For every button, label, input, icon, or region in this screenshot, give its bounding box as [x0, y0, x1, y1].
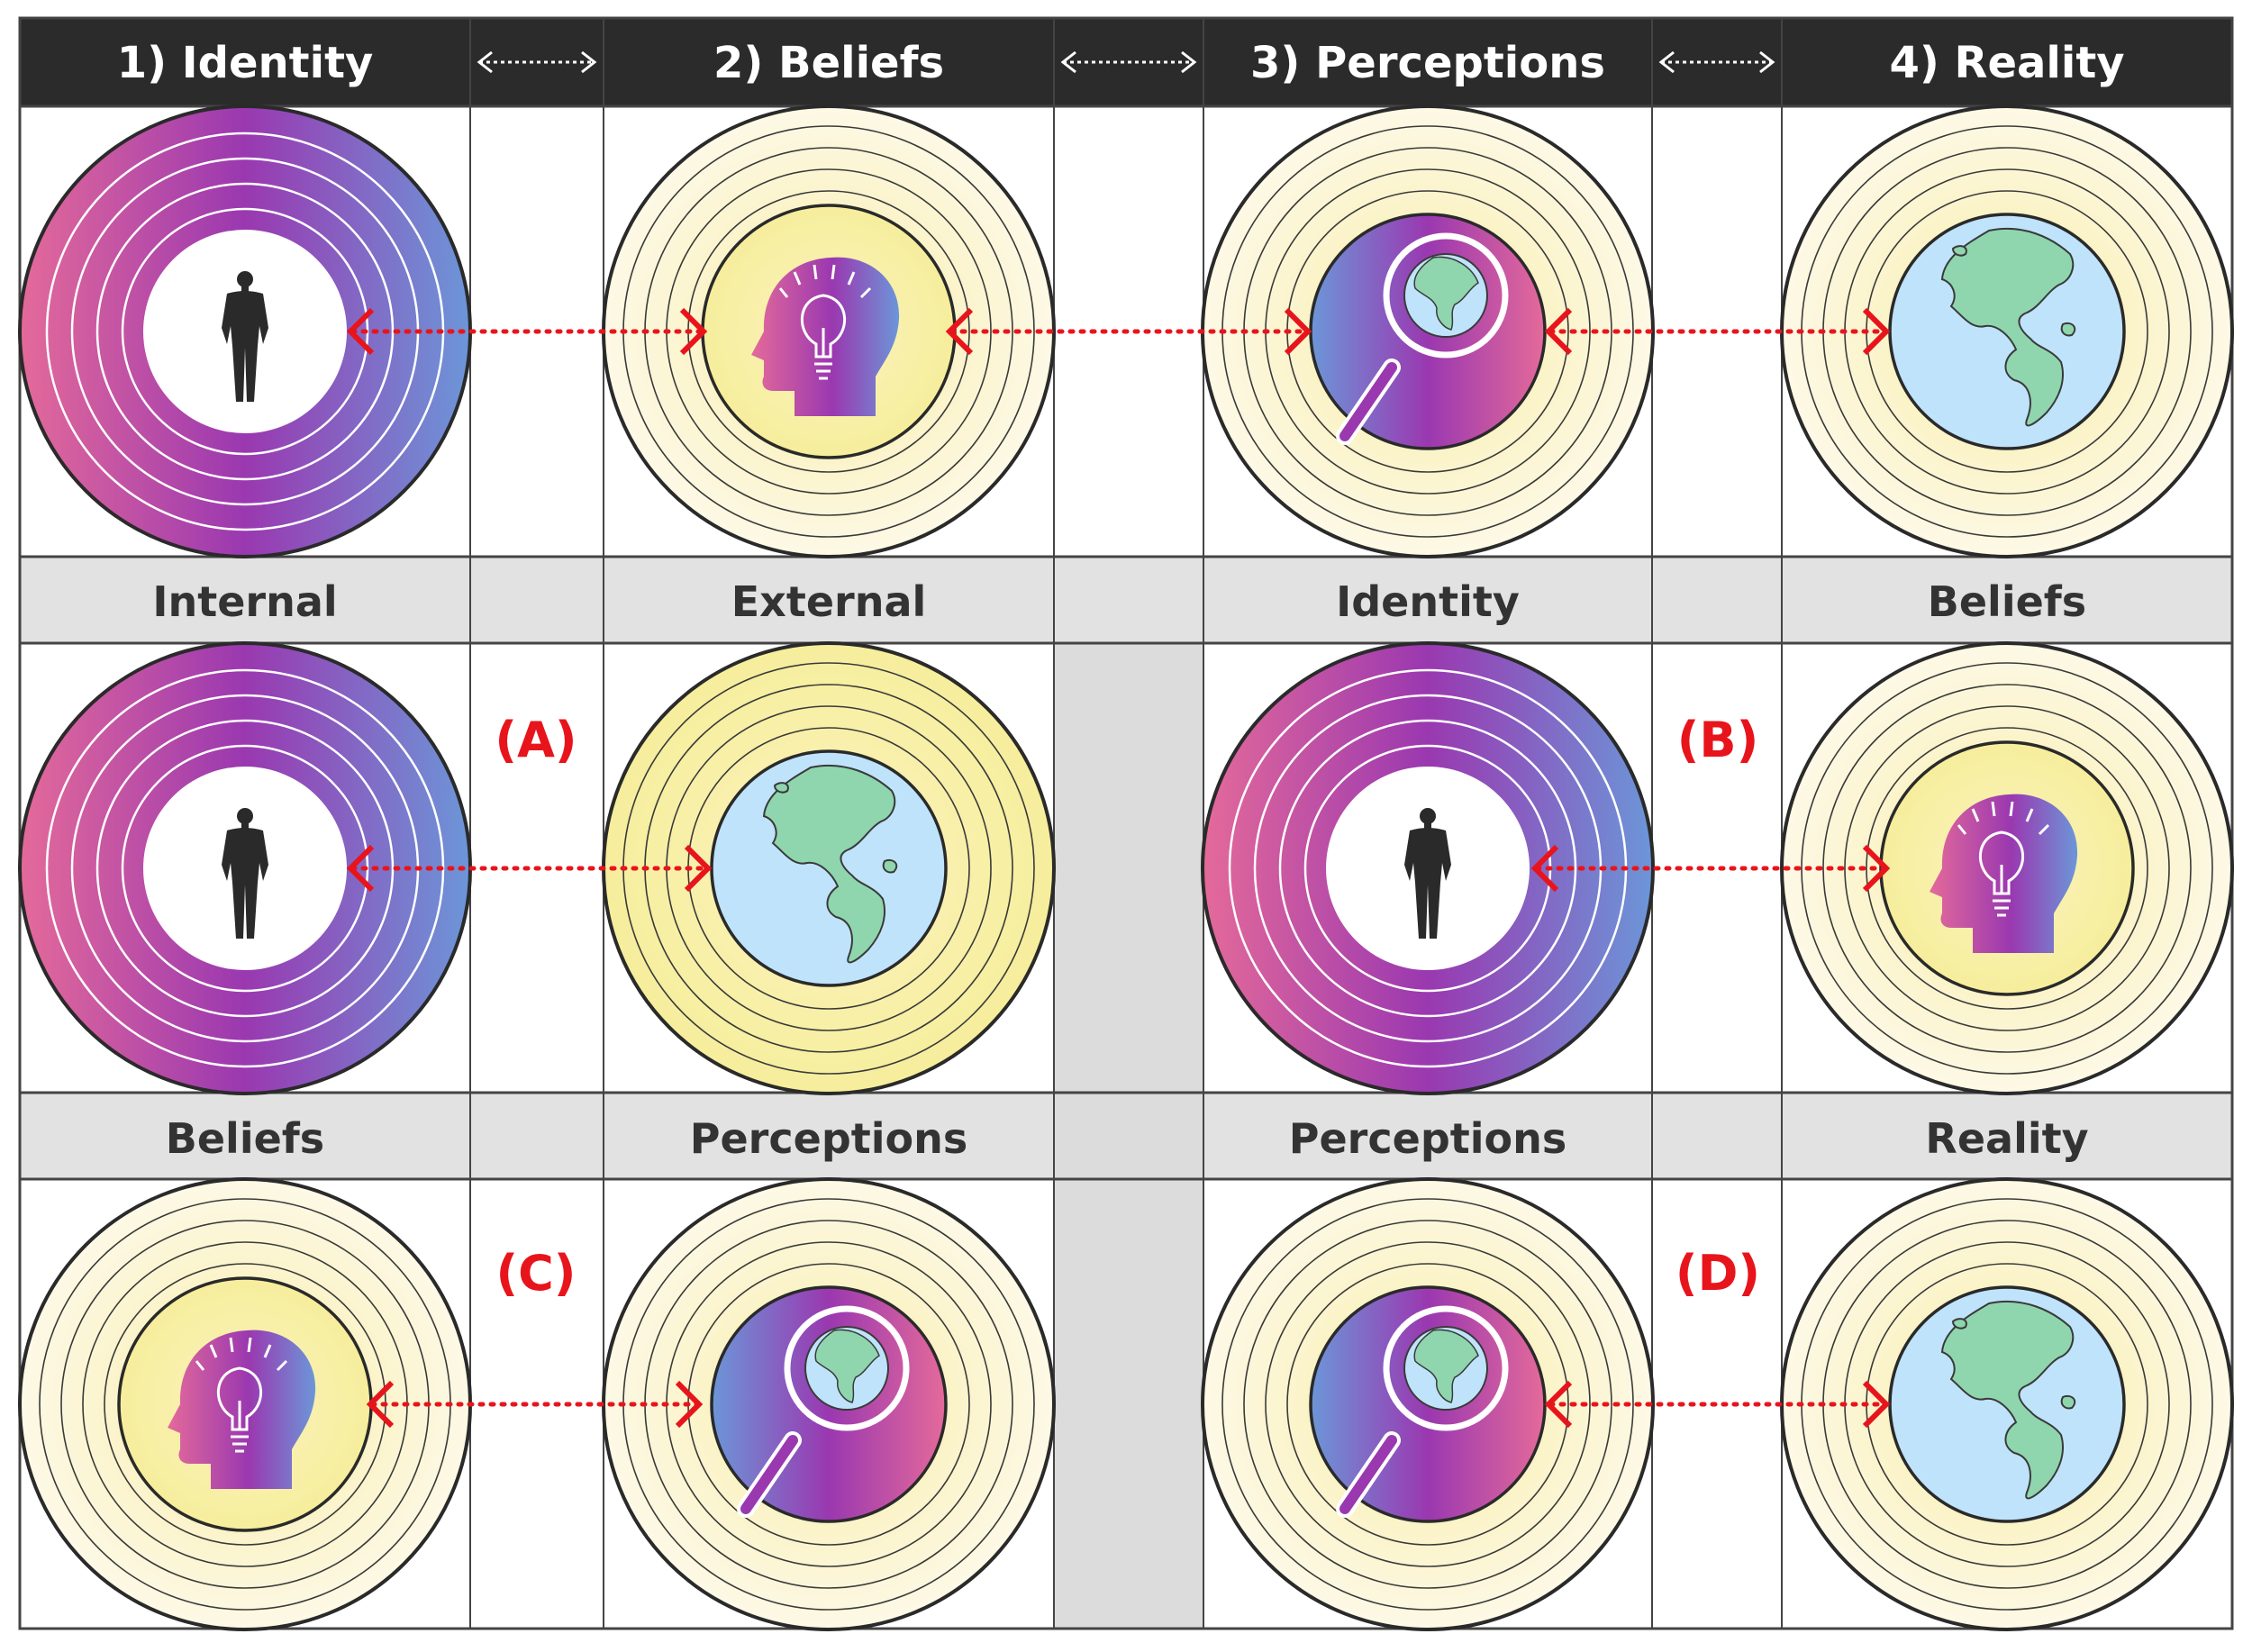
label-beliefs: Beliefs — [1928, 577, 2086, 626]
arrow-c — [366, 1380, 704, 1429]
tag-c: (C) — [496, 1245, 577, 1302]
header-perceptions: 3) Perceptions — [1250, 38, 1605, 88]
beliefs-circle-b — [1780, 641, 2234, 1095]
identity-circle — [18, 104, 472, 558]
identity-circle-b — [1201, 641, 1655, 1095]
header-arrow-1 — [477, 50, 597, 74]
header-identity: 1) Identity — [117, 38, 374, 88]
spacer-column — [1054, 643, 1203, 1629]
grid-lines — [18, 16, 2234, 1630]
header-bar — [20, 18, 2232, 106]
arrow-perceptions-reality — [1544, 307, 1891, 356]
label-reality: Reality — [1925, 1114, 2088, 1163]
header-arrow-2 — [1060, 50, 1197, 74]
arrow-a — [346, 844, 713, 893]
label-perceptions-2: Perceptions — [1289, 1114, 1566, 1163]
arrow-d — [1544, 1380, 1891, 1429]
arrow-beliefs-perceptions — [945, 307, 1312, 356]
reality-circle-d — [1780, 1177, 2234, 1631]
label-identity: Identity — [1336, 577, 1520, 626]
tag-d: (D) — [1675, 1245, 1760, 1302]
label-beliefs-2: Beliefs — [166, 1114, 324, 1163]
header-arrows — [477, 50, 1775, 74]
header-beliefs: 2) Beliefs — [713, 38, 944, 88]
perceptions-circle-d — [1201, 1177, 1655, 1631]
label-internal: Internal — [152, 577, 337, 626]
label-perceptions: Perceptions — [690, 1114, 967, 1163]
reality-circle — [1780, 104, 2234, 558]
header-reality: 4) Reality — [1889, 38, 2124, 88]
arrow-b — [1530, 844, 1891, 893]
arrow-identity-beliefs — [346, 307, 708, 356]
label-bar-1 — [20, 557, 2232, 643]
external-circle — [602, 641, 1056, 1095]
label-external: External — [731, 577, 927, 626]
tag-a: (A) — [495, 712, 577, 768]
header-arrow-3 — [1658, 50, 1775, 74]
internal-circle — [18, 641, 472, 1095]
perceptions-circle — [1201, 104, 1655, 558]
tag-b: (B) — [1677, 712, 1759, 768]
perceptions-circle-c — [602, 1177, 1056, 1631]
